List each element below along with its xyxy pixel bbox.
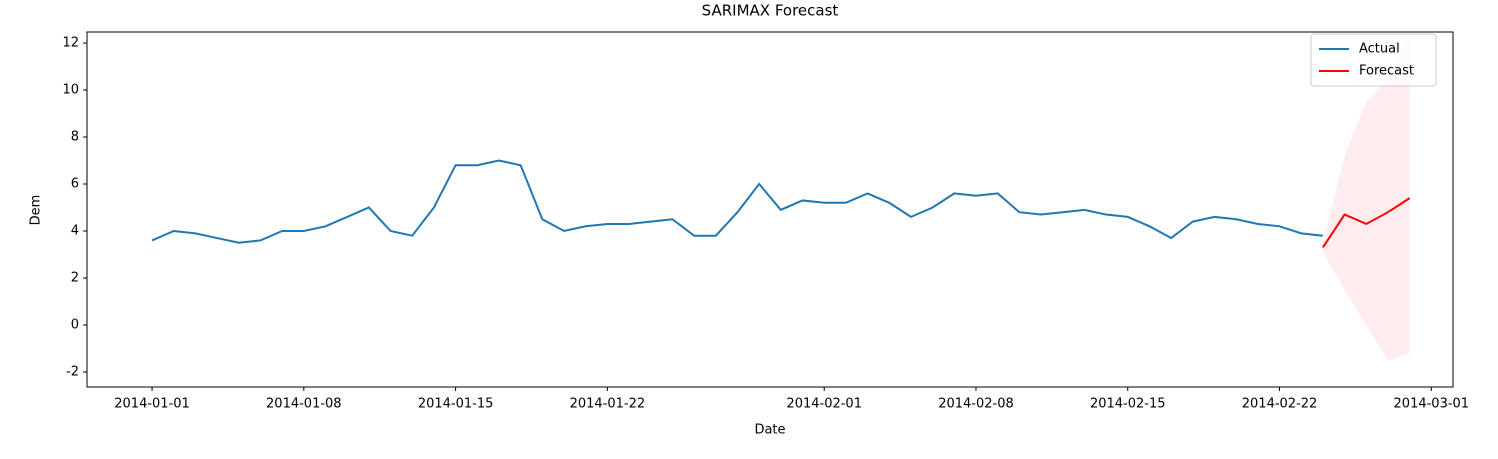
- y-tick-label: 0: [71, 317, 79, 332]
- y-tick-label: -2: [66, 364, 79, 379]
- plot-frame: [86, 31, 1454, 388]
- y-tick-label: 8: [71, 130, 79, 145]
- x-tick-label: 2014-01-22: [570, 397, 646, 412]
- series-line: [1322, 197, 1411, 248]
- y-tick-label: 2: [71, 270, 79, 285]
- x-tick-label: 2014-01-15: [418, 397, 494, 412]
- y-tick-label: 10: [62, 83, 79, 98]
- y-tick-label: 6: [71, 177, 79, 192]
- confidence-band: [1322, 31, 1410, 361]
- x-tick-label: 2014-01-01: [114, 397, 190, 412]
- x-tick-label: 2014-02-08: [938, 397, 1014, 412]
- x-tick-label: 2014-02-15: [1090, 397, 1166, 412]
- x-tick-label: 2014-02-22: [1242, 397, 1318, 412]
- x-tick-label: 2014-03-01: [1394, 397, 1470, 412]
- legend-box: [1310, 33, 1437, 87]
- legend-label: Actual: [1359, 42, 1400, 57]
- x-tick-label: 2014-02-01: [786, 397, 862, 412]
- series-line: [151, 159, 1324, 244]
- x-axis-label: Date: [754, 423, 785, 438]
- x-tick-label: 2014-01-08: [266, 397, 342, 412]
- y-tick-label: 4: [71, 223, 79, 238]
- chart-title: SARIMAX Forecast: [702, 2, 839, 20]
- y-axis-label: Dem: [29, 195, 44, 226]
- y-tick-label: 12: [62, 36, 79, 51]
- legend-label: Forecast: [1359, 64, 1414, 79]
